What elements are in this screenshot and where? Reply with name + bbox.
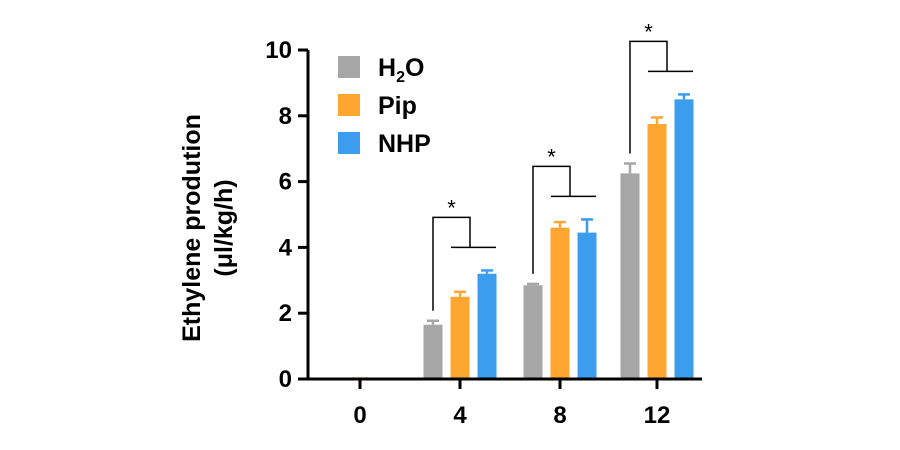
y-tick-label-10: 10 bbox=[265, 37, 292, 64]
legend-swatch-h bbox=[338, 56, 360, 78]
y-tick-label-0: 0 bbox=[279, 366, 292, 393]
significance-bracket-8 bbox=[532, 165, 571, 274]
bar-nhp-12 bbox=[674, 99, 694, 379]
significance-star-12: * bbox=[644, 19, 653, 44]
legend-swatch-nhp bbox=[338, 132, 360, 154]
y-tick-label-4: 4 bbox=[279, 234, 293, 261]
legend-label-nhp: NHP bbox=[378, 130, 431, 158]
y-axis-title-line1: Ethylene prodution bbox=[178, 114, 206, 342]
bar-h-4 bbox=[423, 324, 443, 379]
bar-pip-4 bbox=[450, 296, 470, 379]
x-tick-label-8: 8 bbox=[553, 402, 566, 429]
x-tick-label-4: 4 bbox=[453, 402, 467, 429]
bar-nhp-8 bbox=[577, 232, 597, 379]
bar-nhp-4 bbox=[477, 273, 497, 379]
significance-star-8: * bbox=[547, 144, 556, 169]
x-tick-label-0: 0 bbox=[353, 402, 366, 429]
bar-h-8 bbox=[523, 285, 543, 379]
y-axis-title: Ethylene prodution (μl/kg/h) bbox=[178, 114, 238, 342]
x-tick-label-12: 12 bbox=[644, 402, 671, 429]
legend: H2O Pip NHP bbox=[338, 54, 431, 158]
y-tick-label-6: 6 bbox=[279, 169, 292, 196]
significance-bracket-4 bbox=[432, 216, 471, 311]
significance-star-4: * bbox=[447, 195, 456, 220]
y-tick-label-8: 8 bbox=[279, 103, 292, 130]
legend-label-h: H2O bbox=[378, 54, 424, 86]
bar-h-12 bbox=[620, 173, 640, 379]
y-axis-title-line2: (μl/kg/h) bbox=[210, 179, 238, 276]
legend-swatch-pip bbox=[338, 94, 360, 116]
bar-pip-8 bbox=[550, 227, 570, 379]
plot-area: 0 2 4 6 8 10 0 4 8 12 * * * bbox=[265, 19, 702, 429]
bar-pip-12 bbox=[647, 124, 667, 380]
y-tick-label-2: 2 bbox=[279, 300, 292, 327]
significance-bracket-12 bbox=[629, 40, 668, 154]
legend-label-pip: Pip bbox=[378, 92, 417, 120]
